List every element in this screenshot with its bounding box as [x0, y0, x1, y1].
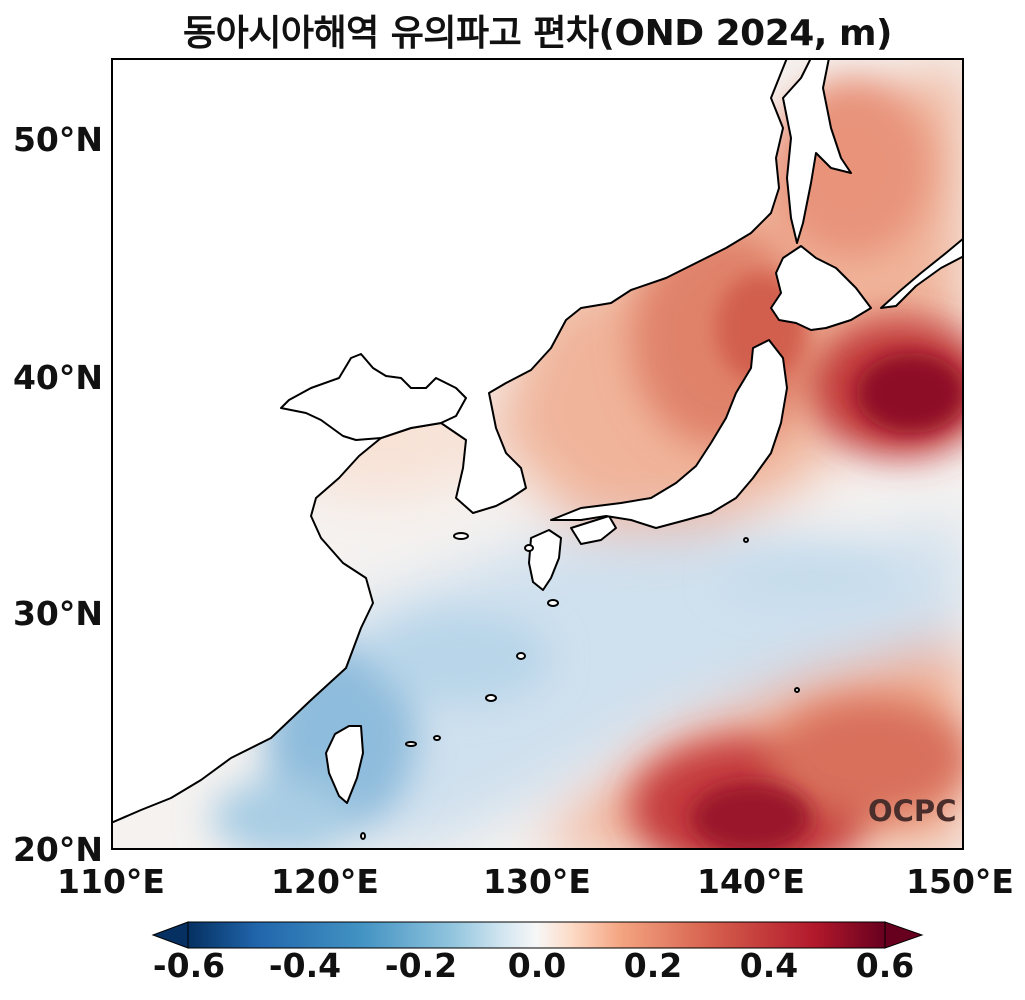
lat-tick-30: 30°N: [12, 594, 103, 633]
colorbar-label: 0.0: [507, 946, 567, 985]
lon-tick-150: 150°E: [906, 862, 1014, 901]
colorbar-label: -0.4: [268, 946, 342, 985]
lon-tick-120: 120°E: [271, 862, 379, 901]
anomaly-map: [111, 58, 964, 850]
ocpc-logo: OCPC: [868, 794, 957, 828]
map-title: 동아시아해역 유의파고 편차(OND 2024, m): [183, 13, 892, 54]
lon-tick-110: 110°E: [57, 862, 165, 901]
colorbar: [151, 921, 924, 949]
colorbar-label: 0.6: [855, 946, 915, 985]
colorbar-label: -0.6: [152, 946, 226, 985]
colorbar-gradient: [187, 921, 886, 949]
lat-tick-40: 40°N: [12, 358, 103, 397]
colorbar-max-extend: [884, 921, 924, 949]
colorbar-min-extend: [151, 921, 189, 949]
lat-tick-20: 20°N: [12, 830, 103, 869]
lon-tick-140: 140°E: [697, 862, 805, 901]
anomaly-field: [111, 58, 964, 850]
colorbar-label: 0.4: [739, 946, 799, 985]
colorbar-label: 0.2: [623, 946, 683, 985]
lat-tick-50: 50°N: [12, 120, 103, 159]
colorbar-label: -0.2: [384, 946, 458, 985]
lon-tick-130: 130°E: [483, 862, 591, 901]
